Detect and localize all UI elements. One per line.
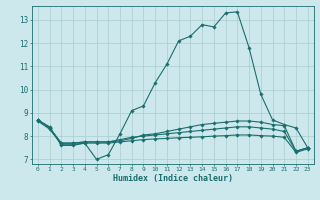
X-axis label: Humidex (Indice chaleur): Humidex (Indice chaleur) xyxy=(113,174,233,183)
